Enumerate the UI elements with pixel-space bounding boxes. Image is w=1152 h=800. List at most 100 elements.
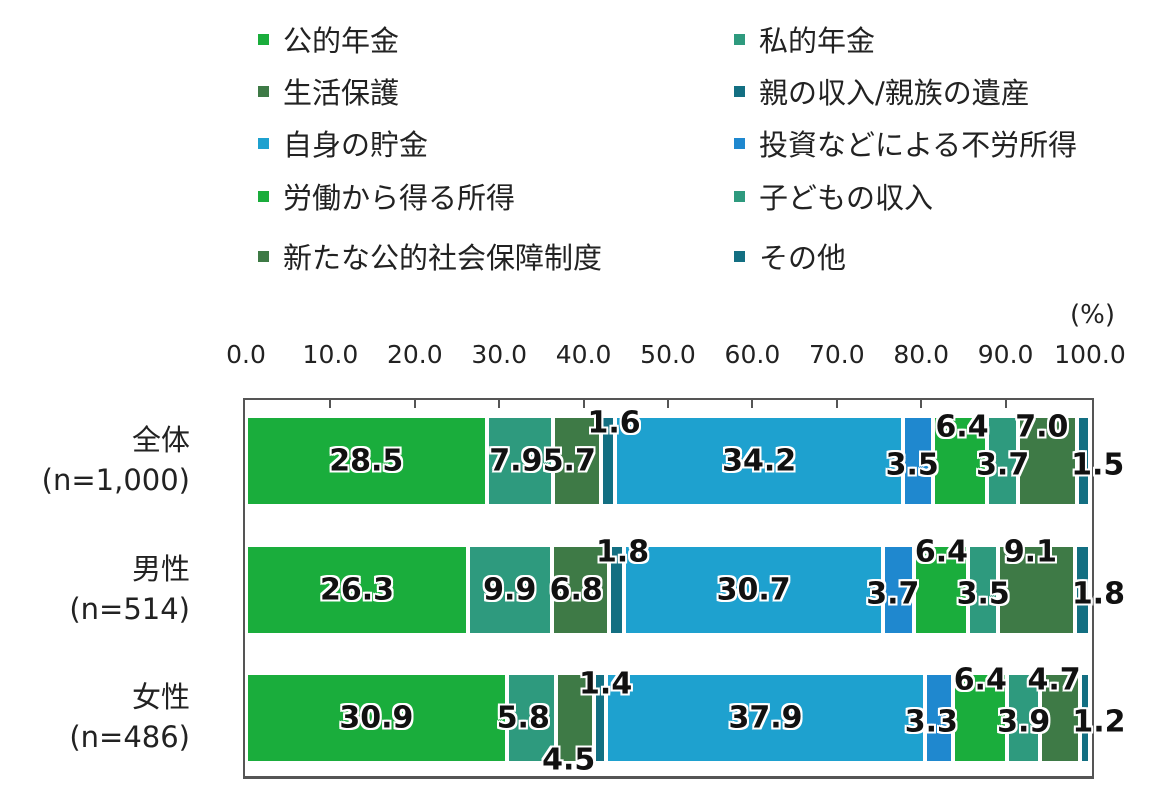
legend-item-investment-income: 投資などによる不労所得 bbox=[734, 123, 1077, 163]
x-tick-label: 90.0 bbox=[977, 340, 1034, 369]
legend-swatch-icon bbox=[734, 137, 745, 149]
legend-item-private-pension: 私的年金 bbox=[734, 19, 875, 59]
data-label: 1.5 bbox=[1071, 447, 1125, 483]
legend-label: 親の収入/親族の遺産 bbox=[759, 76, 1030, 110]
bar-segment bbox=[605, 675, 926, 761]
bar-segment bbox=[624, 547, 884, 633]
legend-item-children-income: 子どもの収入 bbox=[734, 176, 933, 216]
bar-segment bbox=[953, 675, 1008, 761]
legend-label: 公的年金 bbox=[283, 24, 400, 58]
bar-segment bbox=[1074, 547, 1090, 633]
legend-swatch-icon bbox=[258, 85, 269, 97]
legend-swatch-icon bbox=[258, 33, 269, 45]
bar-segment bbox=[467, 547, 552, 633]
bar-segment bbox=[903, 418, 933, 504]
legend-label: 自身の貯金 bbox=[283, 128, 429, 162]
data-label: 3.9 bbox=[997, 704, 1051, 740]
legend-label: 子どもの収入 bbox=[759, 181, 934, 215]
row-label-n: (n=514) bbox=[69, 592, 190, 626]
data-label: 37.9 bbox=[728, 700, 803, 736]
bar-segment bbox=[1079, 675, 1090, 761]
row-label-name: 男性 bbox=[131, 552, 190, 586]
bar-segment bbox=[933, 418, 988, 504]
bar-segment bbox=[987, 418, 1019, 504]
bar-segment bbox=[1040, 675, 1080, 761]
bar-segment bbox=[614, 418, 904, 504]
bar-segment bbox=[968, 547, 998, 633]
row-label: 男性 (n=514) bbox=[69, 549, 190, 629]
data-label: 30.7 bbox=[716, 572, 791, 608]
bar-segment bbox=[246, 547, 468, 633]
data-label: 6.4 bbox=[935, 409, 989, 445]
x-tick-label: 80.0 bbox=[893, 340, 950, 369]
bar-segment bbox=[914, 547, 969, 633]
data-label: 9.9 bbox=[483, 572, 537, 608]
data-label: 3.3 bbox=[904, 704, 958, 740]
bar-segment bbox=[246, 418, 487, 504]
legend-item-public-pension: 公的年金 bbox=[258, 19, 399, 59]
data-label: 6.8 bbox=[549, 572, 603, 608]
x-tick-mark bbox=[920, 398, 923, 408]
legend-item-welfare: 生活保護 bbox=[258, 71, 399, 111]
legend-item-new-social-security: 新たな公的社会保障制度 bbox=[258, 236, 602, 276]
bar-segment bbox=[601, 418, 615, 504]
x-tick-mark bbox=[667, 398, 669, 408]
x-tick-label: 40.0 bbox=[555, 340, 612, 369]
plot-frame bbox=[243, 398, 1094, 779]
bar-segment bbox=[1018, 418, 1078, 504]
row-label-n: (n=1,000) bbox=[41, 463, 190, 497]
legend-label: 私的年金 bbox=[759, 24, 876, 58]
legend-swatch-icon bbox=[258, 137, 269, 149]
legend-swatch-icon bbox=[734, 33, 745, 45]
x-tick-mark bbox=[751, 398, 754, 408]
data-label: 34.2 bbox=[722, 443, 797, 479]
data-label: 5.7 bbox=[542, 443, 596, 479]
legend-swatch-icon bbox=[734, 85, 745, 97]
x-tick-mark bbox=[835, 398, 838, 408]
bar-segment bbox=[246, 675, 507, 761]
legend-item-parents-inheritance: 親の収入/親族の遺産 bbox=[734, 71, 1030, 111]
x-tick-label: 20.0 bbox=[386, 340, 443, 369]
data-label: 1.4 bbox=[579, 666, 633, 702]
x-tick-label: 50.0 bbox=[640, 340, 696, 369]
bar-segment bbox=[486, 418, 554, 504]
row-label: 全体 (n=1,000) bbox=[42, 420, 190, 500]
data-label: 6.4 bbox=[953, 662, 1007, 698]
x-tick-label: 100.0 bbox=[1054, 340, 1126, 369]
x-tick-mark bbox=[329, 398, 332, 408]
legend-label: 新たな公的社会保障制度 bbox=[283, 241, 603, 275]
data-label: 3.7 bbox=[866, 576, 920, 612]
stacked-bar bbox=[246, 418, 1090, 504]
bar-segment bbox=[593, 675, 606, 761]
data-label: 1.2 bbox=[1072, 704, 1126, 740]
data-label: 30.9 bbox=[339, 700, 414, 736]
unit-label: (%) bbox=[1070, 300, 1115, 330]
bar-segment bbox=[553, 418, 602, 504]
legend-item-own-savings: 自身の貯金 bbox=[258, 123, 428, 163]
stacked-bar bbox=[246, 547, 1090, 633]
x-tick-mark bbox=[1004, 398, 1007, 408]
data-label: 4.7 bbox=[1027, 662, 1081, 698]
stacked-bar bbox=[246, 675, 1090, 761]
bar-segment bbox=[506, 675, 556, 761]
legend-label: 労働から得る所得 bbox=[283, 181, 516, 215]
legend-swatch-icon bbox=[734, 190, 745, 202]
data-label: 3.5 bbox=[885, 447, 939, 483]
row-label-n: (n=486) bbox=[69, 720, 190, 754]
legend-swatch-icon bbox=[258, 190, 269, 202]
row-label-name: 全体 bbox=[131, 423, 190, 457]
x-tick-mark bbox=[498, 398, 501, 408]
x-tick-mark bbox=[413, 398, 416, 408]
data-label: 7.9 bbox=[489, 443, 543, 479]
x-tick-label: 10.0 bbox=[302, 340, 359, 369]
data-label: 7.0 bbox=[1015, 409, 1069, 445]
bar-segment bbox=[883, 547, 915, 633]
bar-segment bbox=[998, 547, 1075, 633]
x-tick-mark bbox=[582, 398, 585, 408]
x-tick-label: 30.0 bbox=[471, 340, 528, 369]
legend-swatch-icon bbox=[734, 250, 745, 262]
legend-label: その他 bbox=[759, 241, 847, 275]
data-label: 5.8 bbox=[496, 700, 550, 736]
legend-label: 生活保護 bbox=[283, 76, 400, 110]
bar-segment bbox=[555, 675, 594, 761]
